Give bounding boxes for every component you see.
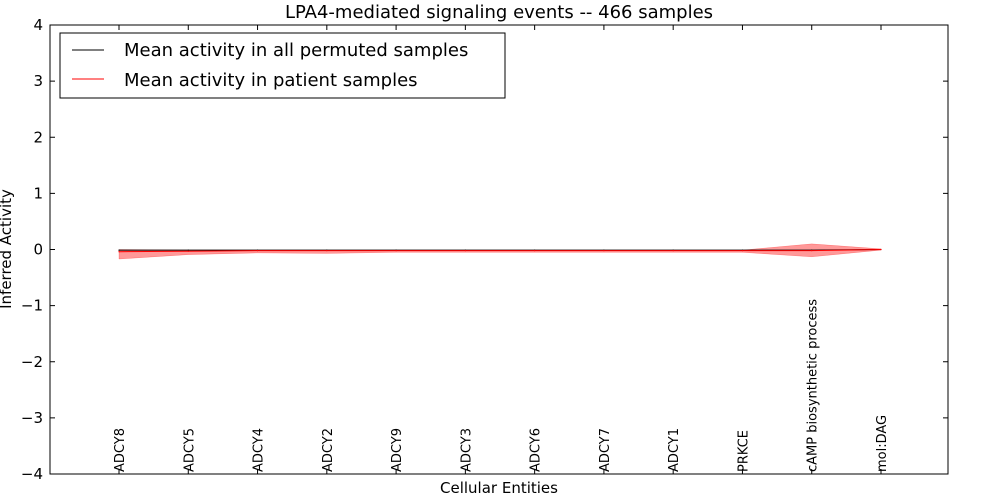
plot-area [50,25,948,474]
y-tick-label: 0 [33,241,43,259]
y-tick-label: 3 [33,72,43,90]
data-point-patient [118,251,120,253]
data-point-patient [603,250,605,252]
data-point-patient [326,250,328,252]
y-tick-label: 4 [33,16,43,34]
data-point-patient [534,250,536,252]
x-tick-label: mol:DAG [875,415,890,472]
x-axis: ADCY8 ADCY5 ADCY4 ADCY2 ADCY9 ADCY3 ADCY6 ADCY7… [113,25,890,474]
x-tick-label: PRKCE [737,430,752,472]
data-point-permuted [118,249,120,251]
y-tick-label: −2 [21,353,43,371]
x-tick-label: ADCY9 [390,428,405,472]
x-axis-label: Cellular Entities [440,479,558,497]
y-tick-label: −3 [21,409,43,427]
data-point-patient [880,248,882,251]
y-axis-label: Inferred Activity [0,189,15,309]
x-tick-label: ADCY6 [529,428,544,472]
x-tick-label: ADCY4 [252,428,267,472]
y-tick-label: 1 [33,184,43,202]
data-point-patient [187,250,189,252]
legend-box [59,32,506,99]
data-point-patient [672,250,674,252]
y-tick-label: −1 [21,297,43,315]
x-tick-label: ADCY8 [113,428,128,472]
series-line-patient [118,249,882,253]
x-tick-label: ADCY1 [667,428,682,472]
legend-label-patient: Mean activity in patient samples [124,70,418,91]
x-tick-label: ADCY3 [459,428,474,472]
plot-frame [49,24,949,475]
series-layer [118,248,882,253]
x-tick-label: ADCY2 [321,428,336,472]
x-tick-label: ADCY7 [598,428,613,472]
data-point-permuted [187,249,189,251]
y-tick-label: 2 [33,128,43,146]
data-point-patient [256,250,259,252]
data-point-patient [811,250,813,252]
x-tick-label: ADCY5 [182,428,197,472]
x-tick-label: cAMP biosynthetic process [806,299,821,472]
data-point-patient [741,250,744,252]
y-tick-label: −4 [21,465,43,483]
data-point-patient [395,250,397,252]
legend: Mean activity in all permuted samples Me… [59,32,506,99]
legend-label-permuted: Mean activity in all permuted samples [124,40,468,61]
chart-title: LPA4-mediated signaling events -- 466 sa… [285,2,713,23]
data-point-patient [464,250,466,252]
